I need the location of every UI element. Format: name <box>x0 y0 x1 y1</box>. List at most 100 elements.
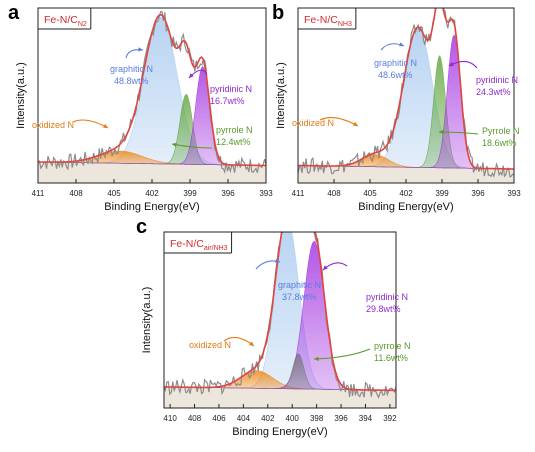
sample-title-text: Fe-N/CN2 <box>44 14 87 28</box>
fitted-envelope-line <box>38 13 266 167</box>
y-axis-label: Intensity(a.u.) <box>275 62 287 129</box>
pyrrole-arrowhead <box>172 142 177 147</box>
graphitic-arrowhead <box>138 47 143 52</box>
x-tick-label: 396 <box>471 189 485 198</box>
baseline-fill <box>38 162 266 183</box>
oxidized-arrowhead <box>353 121 358 126</box>
pyrrole-arrow <box>313 348 371 360</box>
pyrrole-annotation: pyrrole N 12.4wt% <box>171 125 253 149</box>
panel-letter-a: a <box>8 2 20 24</box>
oxidized-annotation: oxidized N <box>32 119 109 130</box>
graphitic-percentage: 48.8wt% <box>114 76 149 86</box>
pyrrole-arrowhead <box>439 129 444 135</box>
pyridinic-percentage: 16.7wt% <box>210 96 245 106</box>
pyridinic-percentage: 24.3wt% <box>476 87 511 97</box>
pyrrole-arrowhead <box>314 356 319 361</box>
oxidized-annotation: oxidized N <box>292 117 359 128</box>
x-tick-label: 399 <box>183 189 197 198</box>
x-tick-label: 402 <box>399 189 413 198</box>
oxidized-arrowhead <box>103 123 108 128</box>
x-axis-label: Binding Energy(eV) <box>232 426 327 438</box>
x-tick-label: 408 <box>327 189 341 198</box>
x-tick-label: 405 <box>363 189 377 198</box>
x-tick-label: 396 <box>334 414 348 423</box>
pyridinic-peak <box>298 34 514 170</box>
x-tick-label: 396 <box>221 189 235 198</box>
x-tick-label: 400 <box>286 414 300 423</box>
pyridinic-peak <box>164 241 396 391</box>
x-tick-label: 411 <box>292 189 305 198</box>
xps-chart-c: 410 408 406 404 402 400 398 396 394 392 Binding En… <box>141 231 411 438</box>
x-tick-label: 410 <box>163 414 177 423</box>
x-tick-label: 392 <box>383 414 397 423</box>
pyridinic-arrowhead <box>189 73 194 78</box>
pyrrole-percentage: 12.4wt% <box>216 137 251 147</box>
pyrrole-percentage: 11.6wt% <box>374 353 408 363</box>
pyridinic-annotation: pyridinic N 16.7wt% <box>188 69 252 106</box>
x-tick-label: 411 <box>32 189 45 198</box>
sample-title: Fe-N/CN2 <box>38 8 92 30</box>
pyrrole-label: Pyrrole N <box>482 126 520 136</box>
x-tick-label: 402 <box>145 189 159 198</box>
x-tick-label: 398 <box>310 414 324 423</box>
sample-title-subscript: N2 <box>78 21 87 28</box>
sample-title: Fe-N/CNH3 <box>298 8 357 30</box>
plot-area <box>164 232 396 408</box>
x-tick-label: 394 <box>359 414 373 423</box>
x-tick-label: 404 <box>237 414 251 423</box>
pyridinic-annotation: pyridinic N 29.8wt% <box>322 262 408 314</box>
x-axis-label: Binding Energy(eV) <box>104 201 199 213</box>
panel-letter-c: c <box>136 216 148 238</box>
x-tick-label: 406 <box>212 414 226 423</box>
pyridinic-label: pyridinic N <box>476 75 518 85</box>
graphitic-label: graphitic N <box>374 58 417 68</box>
oxidized-annotation: oxidized N <box>189 336 255 350</box>
sample-title-text: Fe-N/CNH3 <box>304 14 352 28</box>
y-axis-label: Intensity(a.u.) <box>141 287 153 354</box>
x-tick-label: 405 <box>107 189 121 198</box>
pyridinic-arrow <box>322 262 348 271</box>
graphitic-annotation: graphitic N 48.6wt% <box>374 42 417 80</box>
graphitic-arrow <box>125 49 144 59</box>
baseline-fill <box>298 165 514 183</box>
graphitic-annotation: graphitic N 37.8wt% <box>255 258 321 302</box>
pyrrole-label: pyrrole N <box>216 125 253 135</box>
pyridinic-percentage: 29.8wt% <box>366 304 401 314</box>
graphitic-percentage: 48.6wt% <box>378 70 413 80</box>
fitted-envelope-line <box>164 232 396 392</box>
x-tick-label: 393 <box>507 189 521 198</box>
graphitic-arrowhead <box>275 258 280 263</box>
pyridinic-arrowhead <box>449 61 454 66</box>
x-tick-label: 408 <box>69 189 83 198</box>
pyridinic-peak <box>38 66 266 166</box>
graphitic-label: graphitic N <box>278 280 321 290</box>
xps-chart-a: 411 408 405 402 399 396 393 Binding Energy(eV) I… <box>15 7 273 213</box>
sample-title-text: Fe-N/Cair/NH3 <box>170 238 228 252</box>
sample-title-subscript: air/NH3 <box>204 245 228 252</box>
pyrrole-percentage: 18.6wt% <box>482 138 517 148</box>
oxidized-label: oxidized N <box>189 340 231 350</box>
plot-frame <box>163 231 397 409</box>
plot-area <box>298 8 514 183</box>
x-tick-label: 408 <box>188 414 202 423</box>
pyrrole-annotation: Pyrrole N 18.6wt% <box>438 126 520 148</box>
panel-letter-b: b <box>272 2 285 24</box>
plot-area <box>38 10 266 183</box>
xps-chart-b: 411 408 405 402 399 396 393 Binding Energy(eV) I… <box>275 7 521 213</box>
sample-title: Fe-N/Cair/NH3 <box>164 232 233 254</box>
x-tick-label: 402 <box>261 414 275 423</box>
x-axis-label: Binding Energy(eV) <box>358 201 453 213</box>
graphitic-label: graphitic N <box>110 64 153 74</box>
graphitic-percentage: 37.8wt% <box>282 292 317 302</box>
sample-title-subscript: NH3 <box>338 21 352 28</box>
x-tick-label: 393 <box>259 189 273 198</box>
oxidized-arrowhead <box>249 341 254 346</box>
pyridinic-annotation: pyridinic N 24.3wt% <box>448 60 518 97</box>
graphitic-annotation: graphitic N 48.8wt% <box>110 47 153 86</box>
pyridinic-arrowhead <box>323 265 328 270</box>
pyridinic-label: pyridinic N <box>366 292 408 302</box>
y-axis-label: Intensity(a.u.) <box>15 62 27 129</box>
oxidized-arrow <box>72 119 109 129</box>
fitted-envelope-line <box>298 8 514 170</box>
pyrrole-annotation: pyrrole N 11.6wt% <box>313 341 411 363</box>
